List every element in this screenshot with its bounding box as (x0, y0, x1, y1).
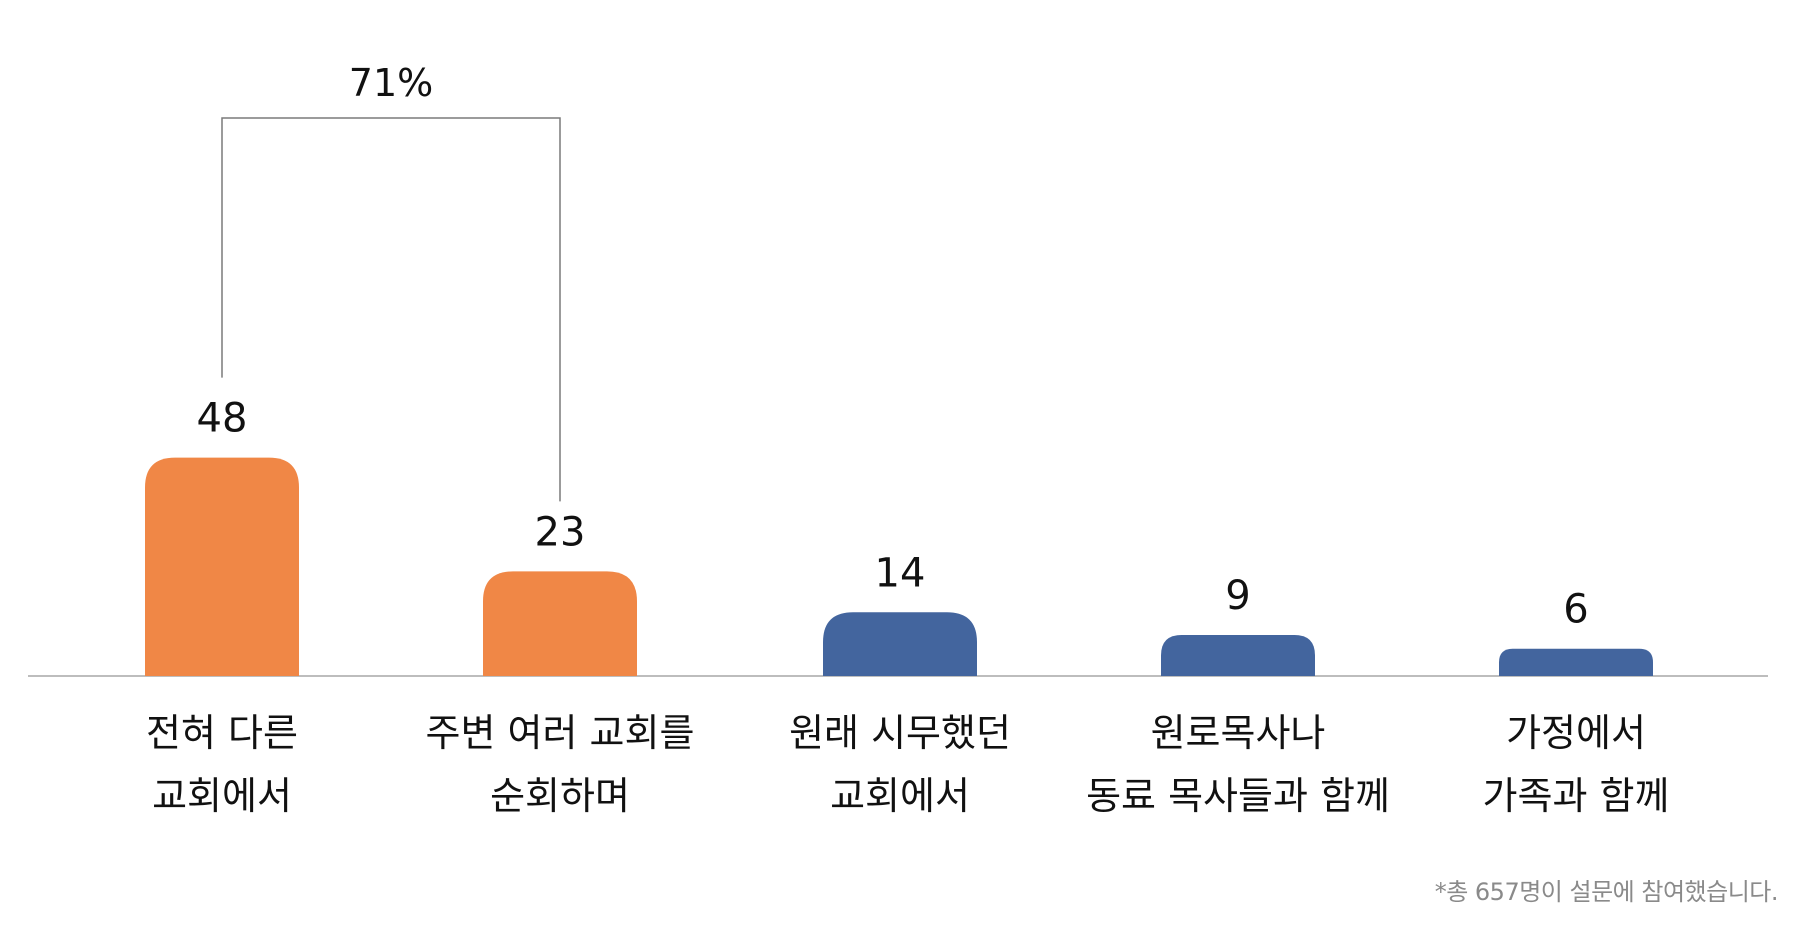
bar-2 (483, 571, 637, 676)
value-label-2: 23 (535, 509, 586, 555)
category-label-3-line-1: 원래 시무했던 (789, 711, 1011, 755)
footnote: *총 657명이 설문에 참여했습니다. (1434, 878, 1779, 906)
value-labels: 48 23 14 9 6 (197, 396, 1589, 633)
value-label-1: 48 (197, 396, 248, 442)
bar-3 (823, 612, 977, 676)
category-label-4-line-1: 원로목사나 (1151, 711, 1326, 755)
category-label-2-line-2: 순회하며 (490, 774, 630, 818)
category-label-1-line-1: 전혀 다른 (146, 711, 298, 755)
bar-1 (145, 457, 299, 676)
category-label-1-line-2: 교회에서 (152, 774, 292, 818)
bars (145, 457, 1653, 676)
bracket-line (221, 117, 561, 502)
bar-5 (1499, 648, 1653, 676)
bracket-label: 71% (349, 61, 433, 105)
bar-4 (1161, 635, 1315, 676)
category-label-2-line-1: 주변 여러 교회를 (426, 711, 695, 755)
category-label-4-line-2: 동료 목사들과 함께 (1086, 774, 1390, 818)
value-label-4: 9 (1225, 573, 1250, 619)
category-label-3-line-2: 교회에서 (830, 774, 970, 818)
category-label-5-line-1: 가정에서 (1506, 711, 1646, 755)
category-label-5-line-2: 가족과 함께 (1483, 774, 1670, 818)
percentage-bracket: 71% (221, 61, 561, 502)
value-label-3: 14 (875, 550, 926, 596)
value-label-5: 6 (1563, 587, 1588, 633)
